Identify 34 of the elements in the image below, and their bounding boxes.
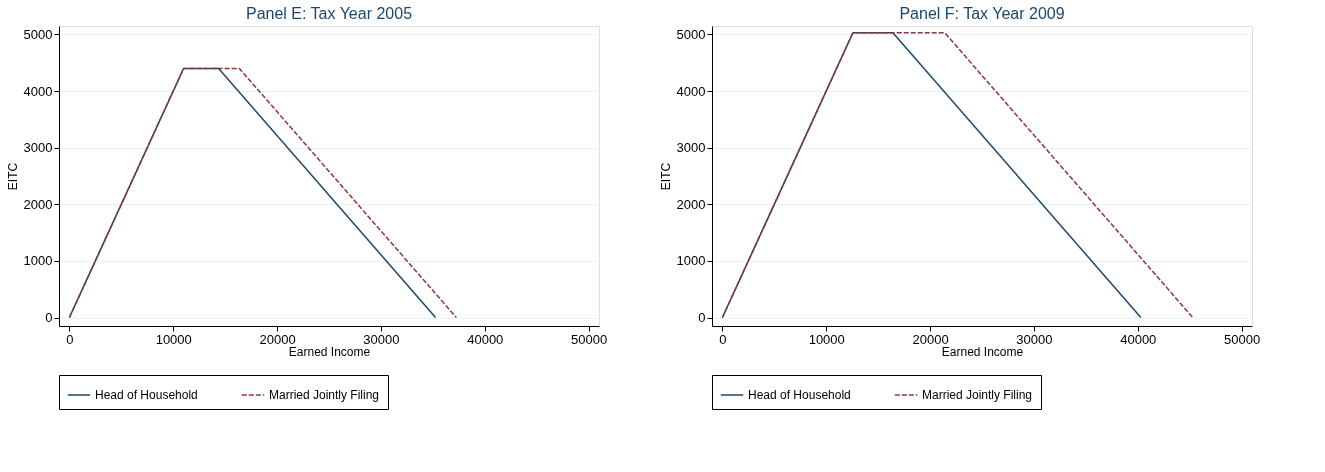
y-tick-label: 0 (698, 310, 706, 326)
y-tick-label: 2000 (676, 196, 706, 212)
x-axis-title: Earned Income (288, 344, 371, 359)
y-tick-label: 4000 (676, 83, 706, 99)
legend-label: Head of Household (748, 388, 851, 402)
y-axis-title: EITC (658, 162, 673, 191)
y-tick-label: 2000 (23, 196, 53, 212)
x-tick-label: 20000 (259, 331, 296, 347)
legend-label: Married Jointly Filing (269, 388, 380, 402)
x-tick-label: 50000 (571, 331, 608, 347)
legend-label: Married Jointly Filing (922, 388, 1033, 402)
y-tick-label: 1000 (23, 253, 53, 269)
y-tick-label: 5000 (676, 26, 706, 42)
x-axis-title: Earned Income (941, 344, 1024, 359)
x-tick-label: 30000 (1016, 331, 1053, 347)
x-tick-label: 0 (719, 331, 727, 347)
x-tick-label: 0 (66, 331, 74, 347)
y-tick-label: 4000 (23, 83, 53, 99)
chart-title: Panel F: Tax Year 2009 (899, 5, 1065, 22)
y-tick-label: 3000 (676, 140, 706, 156)
y-axis-title: EITC (5, 162, 20, 191)
chart-title: Panel E: Tax Year 2005 (245, 5, 413, 22)
legend-label: Head of Household (95, 388, 198, 402)
x-tick-label: 10000 (155, 331, 192, 347)
x-tick-label: 20000 (912, 331, 949, 347)
y-tick-label: 5000 (23, 26, 53, 42)
x-tick-label: 40000 (1120, 331, 1157, 347)
y-tick-label: 3000 (23, 140, 53, 156)
x-tick-label: 30000 (363, 331, 400, 347)
y-tick-label: 0 (45, 310, 53, 326)
x-tick-label: 50000 (1224, 331, 1261, 347)
x-tick-label: 10000 (808, 331, 845, 347)
y-tick-label: 1000 (676, 253, 706, 269)
x-tick-label: 40000 (467, 331, 504, 347)
